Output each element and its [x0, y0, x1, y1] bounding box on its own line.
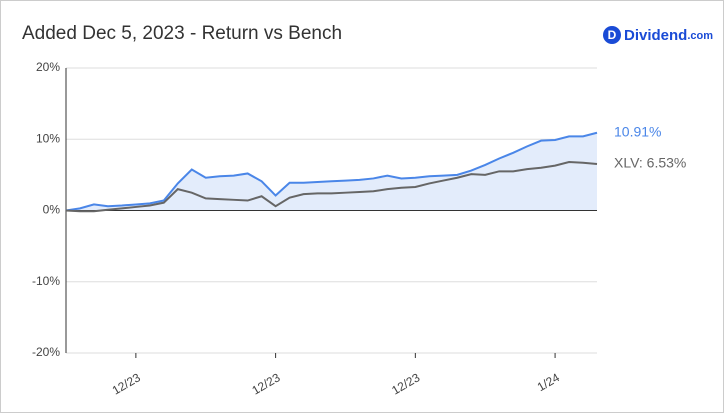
- value-label: XLV: 6.53%: [614, 155, 686, 171]
- y-tick-label: 10%: [36, 131, 60, 145]
- area: [66, 132, 597, 211]
- value-label: 10.91%: [614, 123, 661, 139]
- logo-name: Dividend: [624, 27, 687, 44]
- logo-icon-letter: D: [608, 28, 617, 42]
- logo: Dividend.com: [624, 27, 713, 44]
- y-tick-label: -10%: [32, 274, 60, 288]
- y-tick-label: 20%: [36, 60, 60, 74]
- y-tick-label: -20%: [32, 345, 60, 359]
- logo-icon: [603, 26, 621, 44]
- line: [65, 161, 598, 213]
- logo-suffix: .com: [687, 30, 713, 42]
- line: [65, 131, 598, 212]
- y-tick-label: 0%: [43, 203, 61, 217]
- chart-title: Added Dec 5, 2023 - Return vs Bench: [22, 23, 342, 44]
